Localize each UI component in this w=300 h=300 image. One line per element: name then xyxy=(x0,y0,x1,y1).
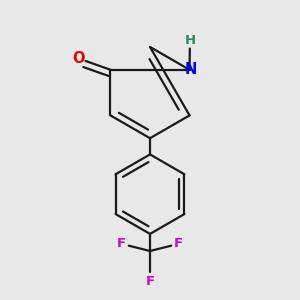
Text: F: F xyxy=(174,237,183,250)
Text: F: F xyxy=(117,237,126,250)
Text: H: H xyxy=(184,34,196,47)
Text: F: F xyxy=(146,274,154,287)
Text: O: O xyxy=(73,51,85,66)
Text: N: N xyxy=(184,62,196,77)
